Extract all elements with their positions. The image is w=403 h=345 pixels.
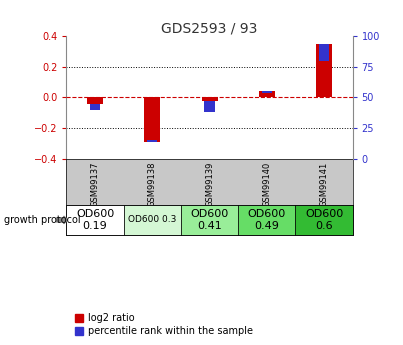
Bar [259, 91, 275, 97]
Bar [147, 140, 158, 142]
Bar [262, 91, 272, 92]
Text: OD600
0.19: OD600 0.19 [76, 209, 114, 231]
Bar [181, 205, 238, 235]
Bar [316, 44, 332, 97]
Bar [124, 205, 181, 235]
Text: GSM99140: GSM99140 [262, 162, 271, 207]
Bar [202, 97, 218, 101]
Bar [204, 101, 215, 112]
Text: OD600
0.41: OD600 0.41 [191, 209, 229, 231]
Text: GSM99139: GSM99139 [205, 161, 214, 207]
Text: GSM99138: GSM99138 [148, 161, 157, 207]
Bar [295, 205, 353, 235]
Text: OD600
0.49: OD600 0.49 [248, 209, 286, 231]
Text: GSM99137: GSM99137 [91, 161, 100, 207]
Bar [66, 205, 124, 235]
Text: OD600 0.3: OD600 0.3 [128, 215, 177, 224]
Bar [90, 104, 100, 110]
Text: growth protocol: growth protocol [4, 215, 81, 225]
Bar [144, 97, 160, 142]
Title: GDS2593 / 93: GDS2593 / 93 [161, 21, 258, 35]
Bar [238, 205, 295, 235]
Text: OD600
0.6: OD600 0.6 [305, 209, 343, 231]
Bar [87, 97, 103, 104]
Bar [319, 44, 329, 61]
Text: GSM99141: GSM99141 [320, 162, 328, 207]
Legend: log2 ratio, percentile rank within the sample: log2 ratio, percentile rank within the s… [71, 309, 257, 340]
